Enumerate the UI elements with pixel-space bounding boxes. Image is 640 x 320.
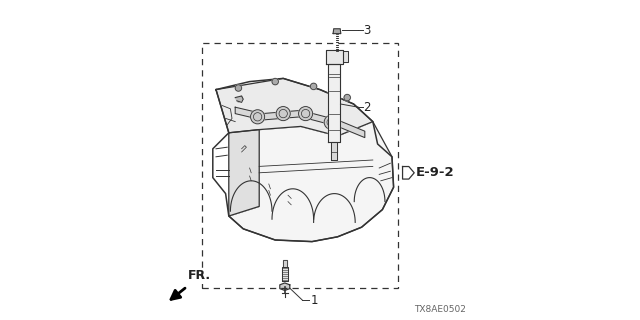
Polygon shape: [333, 29, 341, 34]
Polygon shape: [282, 267, 288, 281]
Text: E-9-2: E-9-2: [416, 166, 454, 179]
Text: TX8AE0502: TX8AE0502: [413, 305, 466, 314]
Polygon shape: [326, 50, 343, 64]
Circle shape: [310, 83, 317, 90]
Circle shape: [236, 85, 242, 91]
Polygon shape: [216, 78, 372, 136]
Circle shape: [251, 110, 265, 124]
Circle shape: [324, 115, 339, 129]
Circle shape: [276, 107, 291, 121]
Text: 2: 2: [364, 101, 371, 114]
Polygon shape: [332, 142, 337, 160]
Polygon shape: [343, 51, 349, 62]
Polygon shape: [283, 260, 287, 267]
Polygon shape: [280, 283, 290, 291]
Text: FR.: FR.: [188, 268, 211, 282]
Text: 1: 1: [310, 294, 318, 307]
Circle shape: [272, 78, 278, 85]
Polygon shape: [236, 96, 243, 102]
Polygon shape: [236, 107, 365, 138]
Text: 3: 3: [364, 24, 371, 37]
Polygon shape: [229, 122, 394, 242]
Polygon shape: [328, 64, 340, 142]
Polygon shape: [229, 130, 259, 216]
Circle shape: [344, 94, 351, 101]
Circle shape: [298, 107, 313, 121]
